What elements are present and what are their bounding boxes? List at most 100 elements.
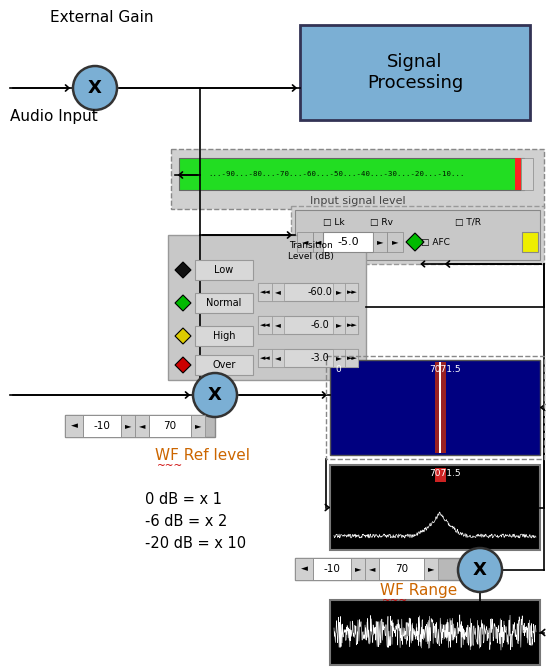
Bar (272, 349, 284, 367)
Text: -60.0: -60.0 (307, 287, 333, 297)
Text: Normal: Normal (206, 298, 242, 308)
Text: ►: ► (336, 354, 342, 362)
Bar (365, 558, 379, 580)
Text: 0 dB = x 1: 0 dB = x 1 (145, 493, 222, 507)
Text: ~~~: ~~~ (382, 596, 408, 606)
Bar (258, 349, 272, 367)
Bar (313, 558, 351, 580)
Bar (522, 232, 538, 252)
Text: X: X (473, 561, 487, 579)
Text: 70: 70 (164, 421, 176, 431)
Text: WF Ref level: WF Ref level (155, 448, 250, 462)
Bar (258, 349, 358, 367)
Text: ►►: ►► (347, 322, 357, 328)
Text: 0: 0 (335, 364, 341, 374)
Circle shape (458, 548, 502, 592)
Bar (330, 360, 540, 455)
Bar (135, 415, 149, 437)
Text: -10: -10 (94, 421, 110, 431)
Bar (295, 558, 313, 580)
Text: -10: -10 (324, 564, 340, 574)
Bar (345, 349, 358, 367)
Text: ►►: ►► (347, 355, 357, 361)
Bar (330, 600, 540, 665)
Bar (424, 558, 438, 580)
Bar (191, 415, 205, 437)
Text: X: X (88, 79, 102, 97)
Text: ◄◄: ◄◄ (260, 355, 270, 361)
Text: -20 dB = x 10: -20 dB = x 10 (145, 537, 246, 552)
Text: □ T/R: □ T/R (455, 217, 481, 227)
Text: ◄◄: ◄◄ (260, 289, 270, 295)
Bar (326, 356, 544, 459)
Text: ►: ► (336, 287, 342, 297)
Bar (258, 316, 272, 334)
Text: Input signal level: Input signal level (310, 196, 405, 206)
Text: ◄: ◄ (301, 564, 307, 574)
Bar (258, 316, 358, 334)
Text: ◄: ◄ (139, 421, 145, 431)
Bar (295, 210, 540, 260)
Text: 70: 70 (395, 564, 409, 574)
Text: ►: ► (336, 321, 342, 329)
Bar (379, 558, 424, 580)
Bar (300, 25, 530, 120)
Text: ►: ► (428, 564, 434, 574)
Text: ◄: ◄ (275, 354, 281, 362)
Text: ►►: ►► (347, 289, 357, 295)
Bar (272, 283, 284, 301)
Bar (435, 362, 446, 453)
Bar (295, 558, 460, 580)
Text: ►: ► (392, 238, 398, 246)
Text: ►: ► (354, 564, 361, 574)
Bar (330, 465, 540, 550)
Circle shape (73, 66, 117, 110)
Bar (351, 558, 365, 580)
Text: Transition
Level (dB): Transition Level (dB) (288, 242, 334, 261)
Text: ◄: ◄ (275, 287, 281, 297)
Bar (258, 283, 272, 301)
Text: WF Range: WF Range (380, 582, 458, 597)
Text: □ Lk: □ Lk (323, 217, 344, 227)
Bar (439, 362, 441, 453)
Bar (521, 158, 533, 190)
Text: High: High (213, 331, 235, 341)
Bar (195, 293, 253, 313)
Polygon shape (175, 295, 191, 311)
Text: ◄: ◄ (315, 238, 321, 246)
Text: ►: ► (377, 238, 383, 246)
Bar (195, 260, 253, 280)
Bar (272, 316, 284, 334)
Bar (121, 415, 135, 437)
Bar (83, 415, 121, 437)
Bar (65, 415, 83, 437)
Text: X: X (208, 386, 222, 404)
Bar (149, 415, 191, 437)
Text: 7071.5: 7071.5 (430, 364, 461, 374)
Bar (345, 316, 358, 334)
Text: Audio Input: Audio Input (10, 109, 98, 123)
Bar (333, 349, 345, 367)
Polygon shape (175, 357, 191, 373)
Bar (171, 149, 544, 209)
Bar (435, 468, 446, 482)
Text: -6 dB = x 2: -6 dB = x 2 (145, 515, 227, 529)
Text: Signal
Processing: Signal Processing (367, 53, 463, 92)
Polygon shape (175, 328, 191, 344)
Bar (515, 158, 521, 190)
Bar (179, 158, 524, 190)
Polygon shape (175, 262, 191, 278)
Text: ◄: ◄ (275, 321, 281, 329)
Text: ◄: ◄ (368, 564, 375, 574)
Bar (333, 316, 345, 334)
Polygon shape (406, 233, 424, 251)
Bar (297, 232, 313, 252)
Text: -3.0: -3.0 (311, 353, 329, 363)
Bar (345, 283, 358, 301)
Text: 7071.5: 7071.5 (430, 470, 461, 478)
Text: External Gain: External Gain (50, 9, 153, 25)
Text: ◄: ◄ (302, 238, 308, 246)
Text: -5.0: -5.0 (337, 237, 359, 247)
Bar (65, 415, 215, 437)
Bar (258, 283, 358, 301)
